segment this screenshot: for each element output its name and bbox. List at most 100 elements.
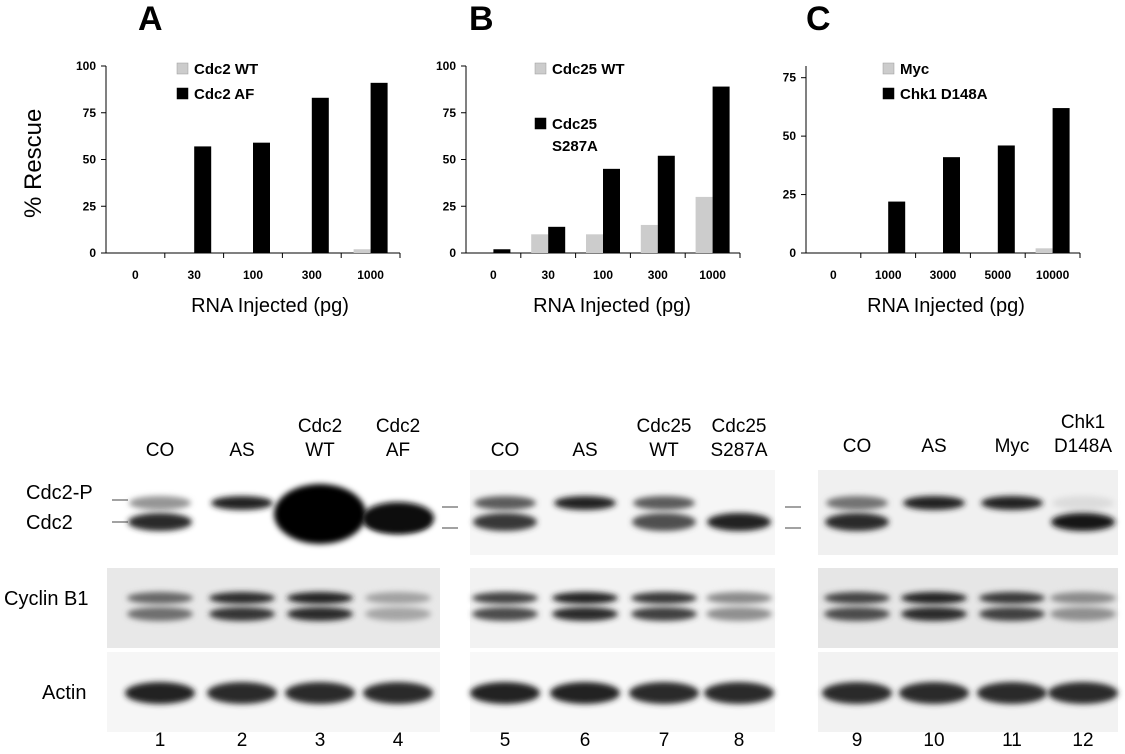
y-tick-label: 25 — [443, 199, 457, 213]
bar-cdc25-s287a-30 — [548, 226, 566, 253]
lane-header-line: D148A — [1053, 436, 1113, 457]
lane-header-line: Chk1 — [1060, 412, 1106, 433]
lane-header-5: CO — [465, 439, 545, 463]
y-tick-label: 100 — [76, 59, 96, 73]
band-actin-lane-4 — [363, 682, 433, 704]
bar-cdc25-wt-30 — [531, 234, 549, 253]
y-tick-label: 75 — [783, 71, 797, 85]
band-cdc2-p-lane-5 — [474, 496, 536, 510]
band-cdc2-p-lane-10 — [903, 496, 965, 510]
bar-cdc2-af-300 — [311, 97, 329, 253]
band-actin-lane-10 — [899, 682, 969, 704]
bar-cdc2-wt-1000 — [353, 249, 371, 253]
band-cyclin-lower-lane-8 — [706, 607, 772, 621]
lane-header-line: AS — [572, 440, 598, 461]
lane-header-line: Cdc25 — [711, 416, 767, 437]
lane-number-3: 3 — [314, 730, 326, 751]
y-tick-label: 75 — [83, 106, 97, 120]
legend-swatch — [176, 62, 189, 75]
band-cyclin-lower-lane-3 — [287, 607, 353, 621]
x-tick-label: 0 — [830, 268, 837, 282]
legend-swatch — [176, 87, 189, 100]
bar-cdc25-s287a-100 — [603, 168, 620, 253]
panel-c-x-label: RNA Injected (pg) — [867, 295, 1025, 317]
lane-header-line: S287A — [710, 440, 768, 461]
band-cdc2-lane-4-strong — [362, 502, 434, 534]
band-cyclin-upper-lane-7 — [631, 592, 697, 604]
lane-header-line: Myc — [994, 436, 1030, 457]
x-tick-label: 1000 — [699, 268, 726, 282]
band-cyclin-upper-lane-2 — [209, 592, 275, 604]
y-tick-label: 25 — [83, 199, 97, 213]
lane-number-1: 1 — [154, 730, 166, 751]
band-actin-lane-5 — [470, 682, 540, 704]
band-cdc2-p-lane-11 — [981, 496, 1043, 510]
lane-number-2: 2 — [236, 730, 248, 751]
lane-header-8: Cdc25 S287A — [699, 415, 779, 463]
legend-swatch — [882, 62, 895, 75]
band-cdc2-lane-9 — [825, 513, 889, 531]
band-actin-lane-6 — [550, 682, 620, 704]
lane-number-11: 11 — [1002, 730, 1022, 751]
bar-cdc2-af-100 — [253, 142, 270, 253]
band-cyclin-lower-lane-4 — [365, 607, 431, 621]
panel-b-x-label: RNA Injected (pg) — [533, 295, 691, 317]
band-actin-lane-8 — [704, 682, 774, 704]
band-cdc2-lane-8 — [707, 513, 771, 531]
bar-cdc25-wt-1000 — [695, 196, 713, 253]
band-cdc2-p-lane-12 — [1052, 496, 1114, 510]
band-cyclin-upper-lane-1 — [127, 592, 193, 604]
lane-header-3: Cdc2 WT — [280, 415, 360, 463]
bar-chk1-d148a-5000 — [997, 145, 1015, 253]
lane-header-line: AF — [385, 440, 411, 461]
bar-cdc25-wt-300 — [640, 224, 658, 253]
lane-header-line: WT — [305, 440, 335, 461]
legend-label: Chk1 D148A — [900, 86, 988, 103]
x-tick-label: 3000 — [930, 268, 957, 282]
band-cyclin-upper-lane-8 — [706, 592, 772, 604]
lane-number-10: 10 — [923, 730, 945, 751]
blot-strip-top — [470, 470, 775, 555]
lane-number-12: 12 — [1072, 730, 1094, 751]
bar-chk1-d148a-1000 — [888, 201, 906, 253]
lane-header-1: CO — [120, 439, 200, 463]
band-cyclin-upper-lane-12 — [1050, 592, 1116, 604]
panel-b-letter: B — [469, 0, 494, 38]
blot-strip-top — [818, 470, 1118, 555]
band-cdc2-lane-12 — [1051, 513, 1115, 531]
x-tick-label: 10000 — [1036, 268, 1070, 282]
x-tick-label: 100 — [593, 268, 613, 282]
row-label-cdc2: Cdc2 — [26, 512, 73, 534]
panel-a-letter: A — [138, 0, 163, 38]
lane-header-2: AS — [202, 439, 282, 463]
band-cdc2-lane-1 — [128, 513, 192, 531]
lane-header-12: Chk1 D148A — [1043, 411, 1123, 459]
x-tick-label: 1000 — [875, 268, 902, 282]
band-actin-lane-9 — [822, 682, 892, 704]
lane-header-line: AS — [921, 436, 947, 457]
bar-cdc25-s287a-1000 — [712, 86, 730, 253]
row-label-actin: Actin — [42, 682, 87, 704]
band-actin-lane-3 — [285, 682, 355, 704]
band-cyclin-upper-lane-11 — [979, 592, 1045, 604]
bar-chk1-d148a-3000 — [943, 157, 960, 253]
band-cyclin-lower-lane-5 — [472, 607, 538, 621]
x-tick-label: 300 — [648, 268, 668, 282]
lane-header-11: Myc — [972, 435, 1052, 459]
bar-chart-c: 0 25 50 75 0 1000 3000 5000 10000 Myc Chk1 D148A — [783, 61, 1081, 282]
bar-cdc25-s287a-0 — [493, 249, 511, 253]
lane-header-line: Cdc2 — [375, 416, 421, 437]
band-cdc2-p-lane-9 — [826, 496, 888, 510]
lane-header-4: Cdc2 AF — [358, 415, 438, 463]
lane-number-6: 6 — [579, 730, 591, 751]
lane-number-9: 9 — [851, 730, 863, 751]
legend-label: Cdc25 S287A — [552, 116, 598, 155]
y-tick-label: 0 — [449, 246, 456, 260]
lane-header-10: AS — [894, 435, 974, 459]
band-cyclin-upper-lane-9 — [824, 592, 890, 604]
bar-cdc2-af-1000 — [370, 82, 388, 253]
x-tick-label: 5000 — [984, 268, 1011, 282]
